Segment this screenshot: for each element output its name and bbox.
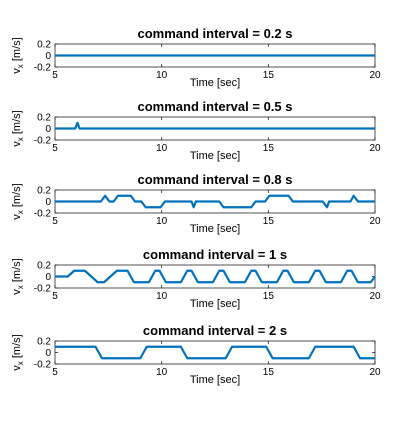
y-axis-label: vx [m/s] xyxy=(11,183,25,219)
x-tick-label: 5 xyxy=(52,143,58,154)
chart-title: command interval = 0.8 s xyxy=(138,172,293,187)
x-axis-label: Time [sec] xyxy=(190,150,240,162)
x-tick-label: 10 xyxy=(156,70,168,81)
x-tick-label: 20 xyxy=(369,216,381,227)
x-tick-label: 20 xyxy=(369,70,381,81)
x-axis-label: Time [sec] xyxy=(190,374,240,386)
y-axis-label: vx [m/s] xyxy=(11,37,25,73)
x-tick-label: 10 xyxy=(156,143,168,154)
chart-title: command interval = 2 s xyxy=(143,323,287,338)
x-tick-label: 5 xyxy=(52,291,58,302)
y-axis-label-unit: [m/s] xyxy=(11,110,23,137)
y-axis-label-main: v xyxy=(11,68,23,74)
subplot-1: command interval = 0.2 s 5 10 15 20 0.20-0.2 T… xyxy=(11,26,381,89)
x-tick-label: 20 xyxy=(369,143,381,154)
velocity-series-line xyxy=(55,121,375,130)
x-axis-label: Time [sec] xyxy=(190,77,240,89)
y-axis-label-main: v xyxy=(11,365,23,371)
y-tick-label: 0.2 xyxy=(37,40,51,51)
y-axis-label-unit: [m/s] xyxy=(11,183,23,210)
velocity-series-line xyxy=(55,269,376,284)
x-tick-label: 15 xyxy=(263,291,275,302)
chart-title: command interval = 1 s xyxy=(143,247,287,262)
y-axis-label-unit: [m/s] xyxy=(11,37,23,64)
x-axis-label: Time [sec] xyxy=(190,298,240,310)
y-tick-label: 0 xyxy=(45,124,51,135)
y-axis-label-subscript: x xyxy=(16,210,25,214)
subplot-5: command interval = 2 s 5 10 15 20 0.20-0.2 Tim… xyxy=(11,323,381,386)
chart-title: command interval = 0.5 s xyxy=(138,99,293,114)
x-tick-label: 20 xyxy=(369,367,381,378)
axes-box xyxy=(54,340,376,365)
y-tick-label: -0.2 xyxy=(34,63,52,74)
y-axis-label-subscript: x xyxy=(16,361,25,365)
y-tick-label: 0 xyxy=(45,51,51,62)
x-tick-label: 5 xyxy=(52,367,58,378)
chart-title: command interval = 0.2 s xyxy=(138,26,293,41)
x-tick-label: 20 xyxy=(369,291,381,302)
y-axis-label-subscript: x xyxy=(16,64,25,68)
subplot-2: command interval = 0.5 s 5 10 15 20 0.20-0.2 T… xyxy=(11,99,381,162)
x-tick-label: 10 xyxy=(156,367,168,378)
velocity-series-line xyxy=(55,194,375,209)
y-axis-label-unit: [m/s] xyxy=(11,258,23,285)
x-tick-label: 5 xyxy=(52,70,58,81)
y-axis-label: vx [m/s] xyxy=(11,334,25,370)
y-axis-label-subscript: x xyxy=(16,137,25,141)
y-axis-label-subscript: x xyxy=(16,285,25,289)
y-axis-label-main: v xyxy=(11,289,23,295)
y-axis-label-main: v xyxy=(11,141,23,147)
y-tick-label: -0.2 xyxy=(34,136,52,147)
x-tick-label: 5 xyxy=(52,216,58,227)
y-tick-label: 0 xyxy=(45,197,51,208)
y-tick-label: 0.2 xyxy=(37,186,51,197)
x-axis-label: Time [sec] xyxy=(190,223,240,235)
x-tick-label: 10 xyxy=(156,291,168,302)
x-tick-label: 10 xyxy=(156,216,168,227)
y-tick-label: -0.2 xyxy=(34,284,52,295)
y-tick-label: -0.2 xyxy=(34,360,52,371)
x-tick-label: 15 xyxy=(263,216,275,227)
y-tick-label: 0.2 xyxy=(37,337,51,348)
y-axis-label-unit: [m/s] xyxy=(11,334,23,361)
x-tick-label: 15 xyxy=(263,143,275,154)
x-tick-label: 15 xyxy=(263,367,275,378)
subplot-3: command interval = 0.8 s 5 10 15 20 0.20-0.2 T… xyxy=(11,172,381,235)
y-axis-label: vx [m/s] xyxy=(11,110,25,146)
subplot-4: command interval = 1 s 5 10 15 20 0.20-0.2 Tim… xyxy=(11,247,381,310)
velocity-series-line xyxy=(55,345,375,360)
y-tick-label: 0.2 xyxy=(37,261,51,272)
x-tick-label: 15 xyxy=(263,70,275,81)
y-tick-label: 0 xyxy=(45,272,51,283)
y-tick-label: 0 xyxy=(45,348,51,359)
y-tick-label: 0.2 xyxy=(37,113,51,124)
y-axis-label-main: v xyxy=(11,214,23,220)
y-tick-label: -0.2 xyxy=(34,209,52,220)
y-axis-label: vx [m/s] xyxy=(11,258,25,294)
